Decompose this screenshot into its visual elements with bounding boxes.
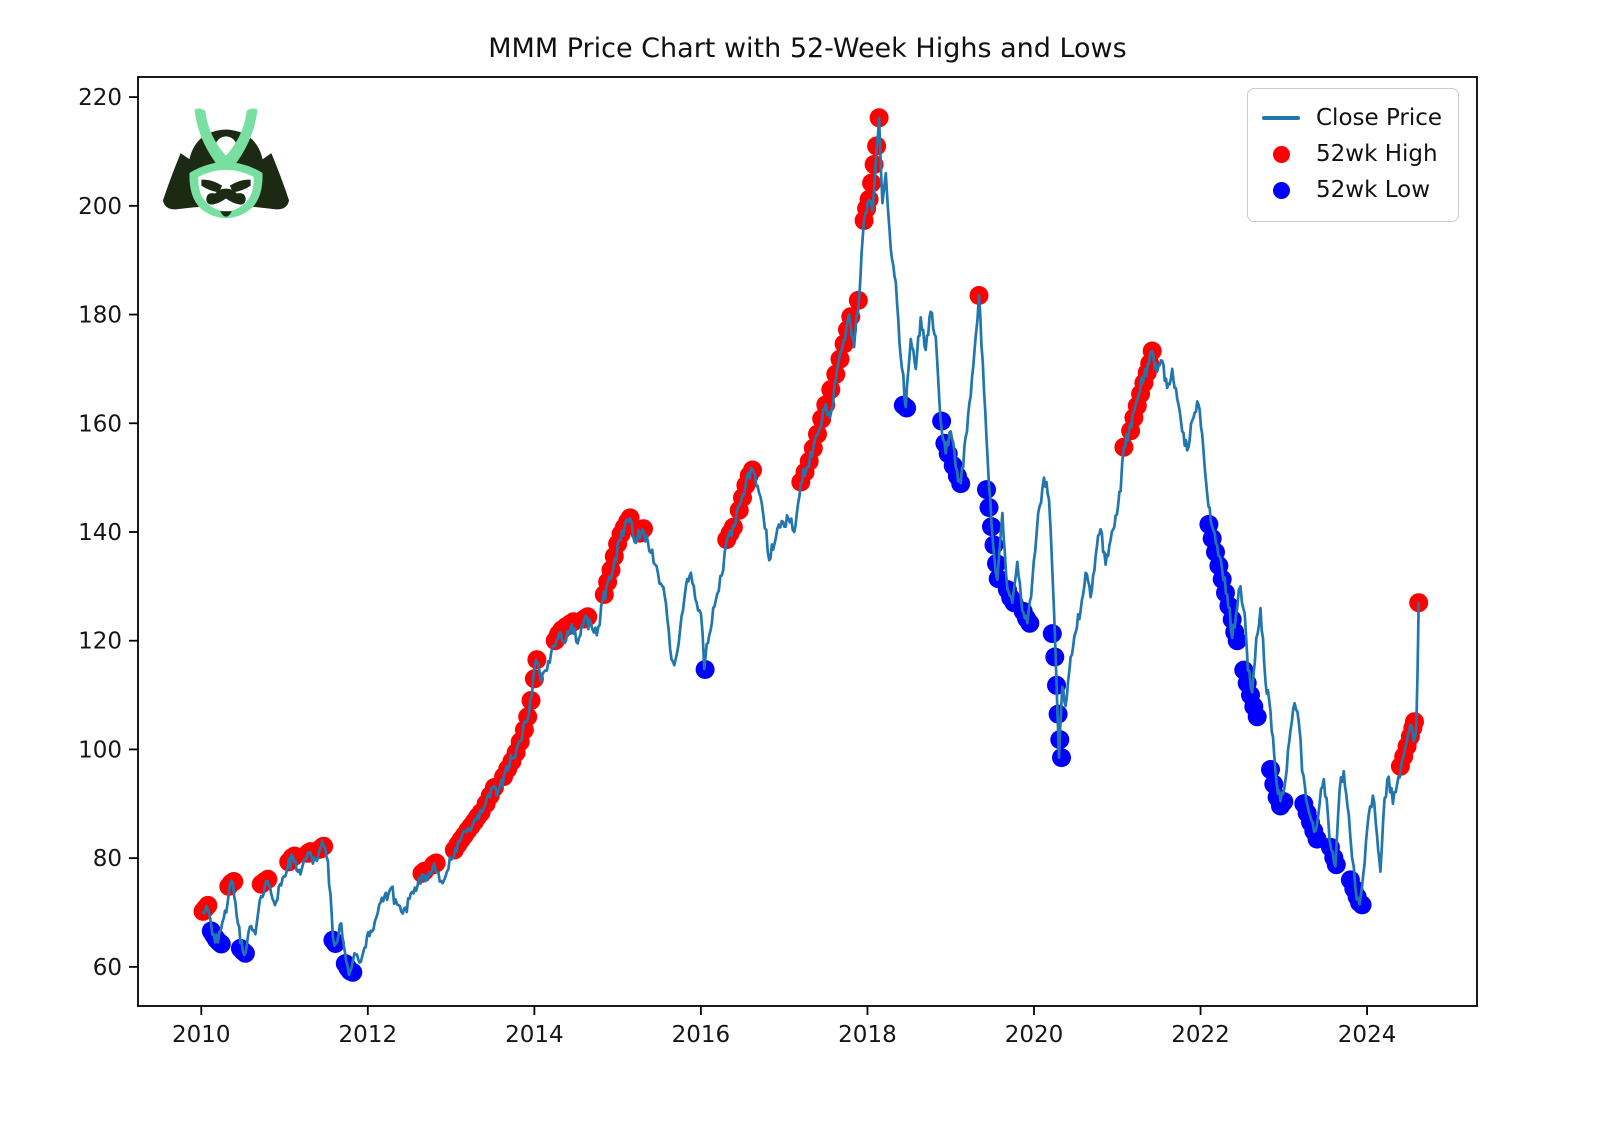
low-marker-dot bbox=[987, 554, 1006, 573]
high-marker-dot bbox=[1405, 712, 1424, 732]
x-tick-label: 2020 bbox=[1005, 1022, 1064, 1048]
x-tick-label: 2014 bbox=[505, 1022, 564, 1048]
high-marker-dot bbox=[198, 895, 218, 915]
high-marker-dot bbox=[258, 869, 278, 889]
close-price-line bbox=[201, 116, 1421, 977]
x-tick-label: 2012 bbox=[339, 1022, 398, 1048]
y-tick-label: 220 bbox=[78, 85, 122, 111]
axes-frame bbox=[137, 76, 1478, 1007]
x-tick-label: 2022 bbox=[1171, 1022, 1230, 1048]
low-marker-dot bbox=[977, 480, 996, 500]
legend: Close Price 52wk High 52wk Low bbox=[1247, 88, 1459, 222]
high-marker bbox=[193, 108, 1429, 921]
high-marker-dot bbox=[864, 155, 884, 174]
y-tick-label: 200 bbox=[78, 194, 122, 220]
x-tick-label: 2010 bbox=[172, 1022, 231, 1048]
y-tick-label: 80 bbox=[93, 846, 122, 872]
low-dot-swatch bbox=[1273, 181, 1290, 199]
y-tick-label: 180 bbox=[78, 303, 122, 329]
samurai-helmet-logo-icon bbox=[162, 108, 290, 219]
legend-label: 52wk Low bbox=[1316, 177, 1431, 203]
y-tick-label: 60 bbox=[93, 955, 122, 981]
high-dot-swatch bbox=[1273, 145, 1290, 163]
low-marker-dot bbox=[1042, 624, 1062, 644]
x-tick-label: 2016 bbox=[672, 1022, 731, 1048]
legend-item-close-price: Close Price bbox=[1262, 100, 1448, 136]
x-tick-label: 2018 bbox=[838, 1022, 897, 1048]
legend-label: 52wk High bbox=[1316, 141, 1438, 167]
close-price-line-swatch bbox=[1262, 116, 1300, 120]
legend-label: Close Price bbox=[1316, 105, 1443, 131]
low-marker-dot bbox=[1247, 707, 1267, 727]
x-tick-label: 2024 bbox=[1338, 1022, 1397, 1048]
y-tick-label: 100 bbox=[78, 737, 122, 763]
y-tick-label: 160 bbox=[78, 411, 122, 437]
low-marker bbox=[201, 395, 1372, 982]
low-marker-dot bbox=[979, 498, 999, 517]
high-marker-dot bbox=[862, 173, 882, 193]
legend-item-52wk-high: 52wk High bbox=[1262, 136, 1448, 172]
low-marker-dot bbox=[1052, 748, 1071, 768]
legend-item-52wk-low: 52wk Low bbox=[1262, 172, 1448, 208]
y-tick-label: 140 bbox=[78, 520, 122, 546]
high-marker-dot bbox=[426, 853, 446, 873]
chart-title: MMM Price Chart with 52-Week Highs and L… bbox=[488, 33, 1127, 64]
y-tick-label: 120 bbox=[78, 629, 122, 655]
